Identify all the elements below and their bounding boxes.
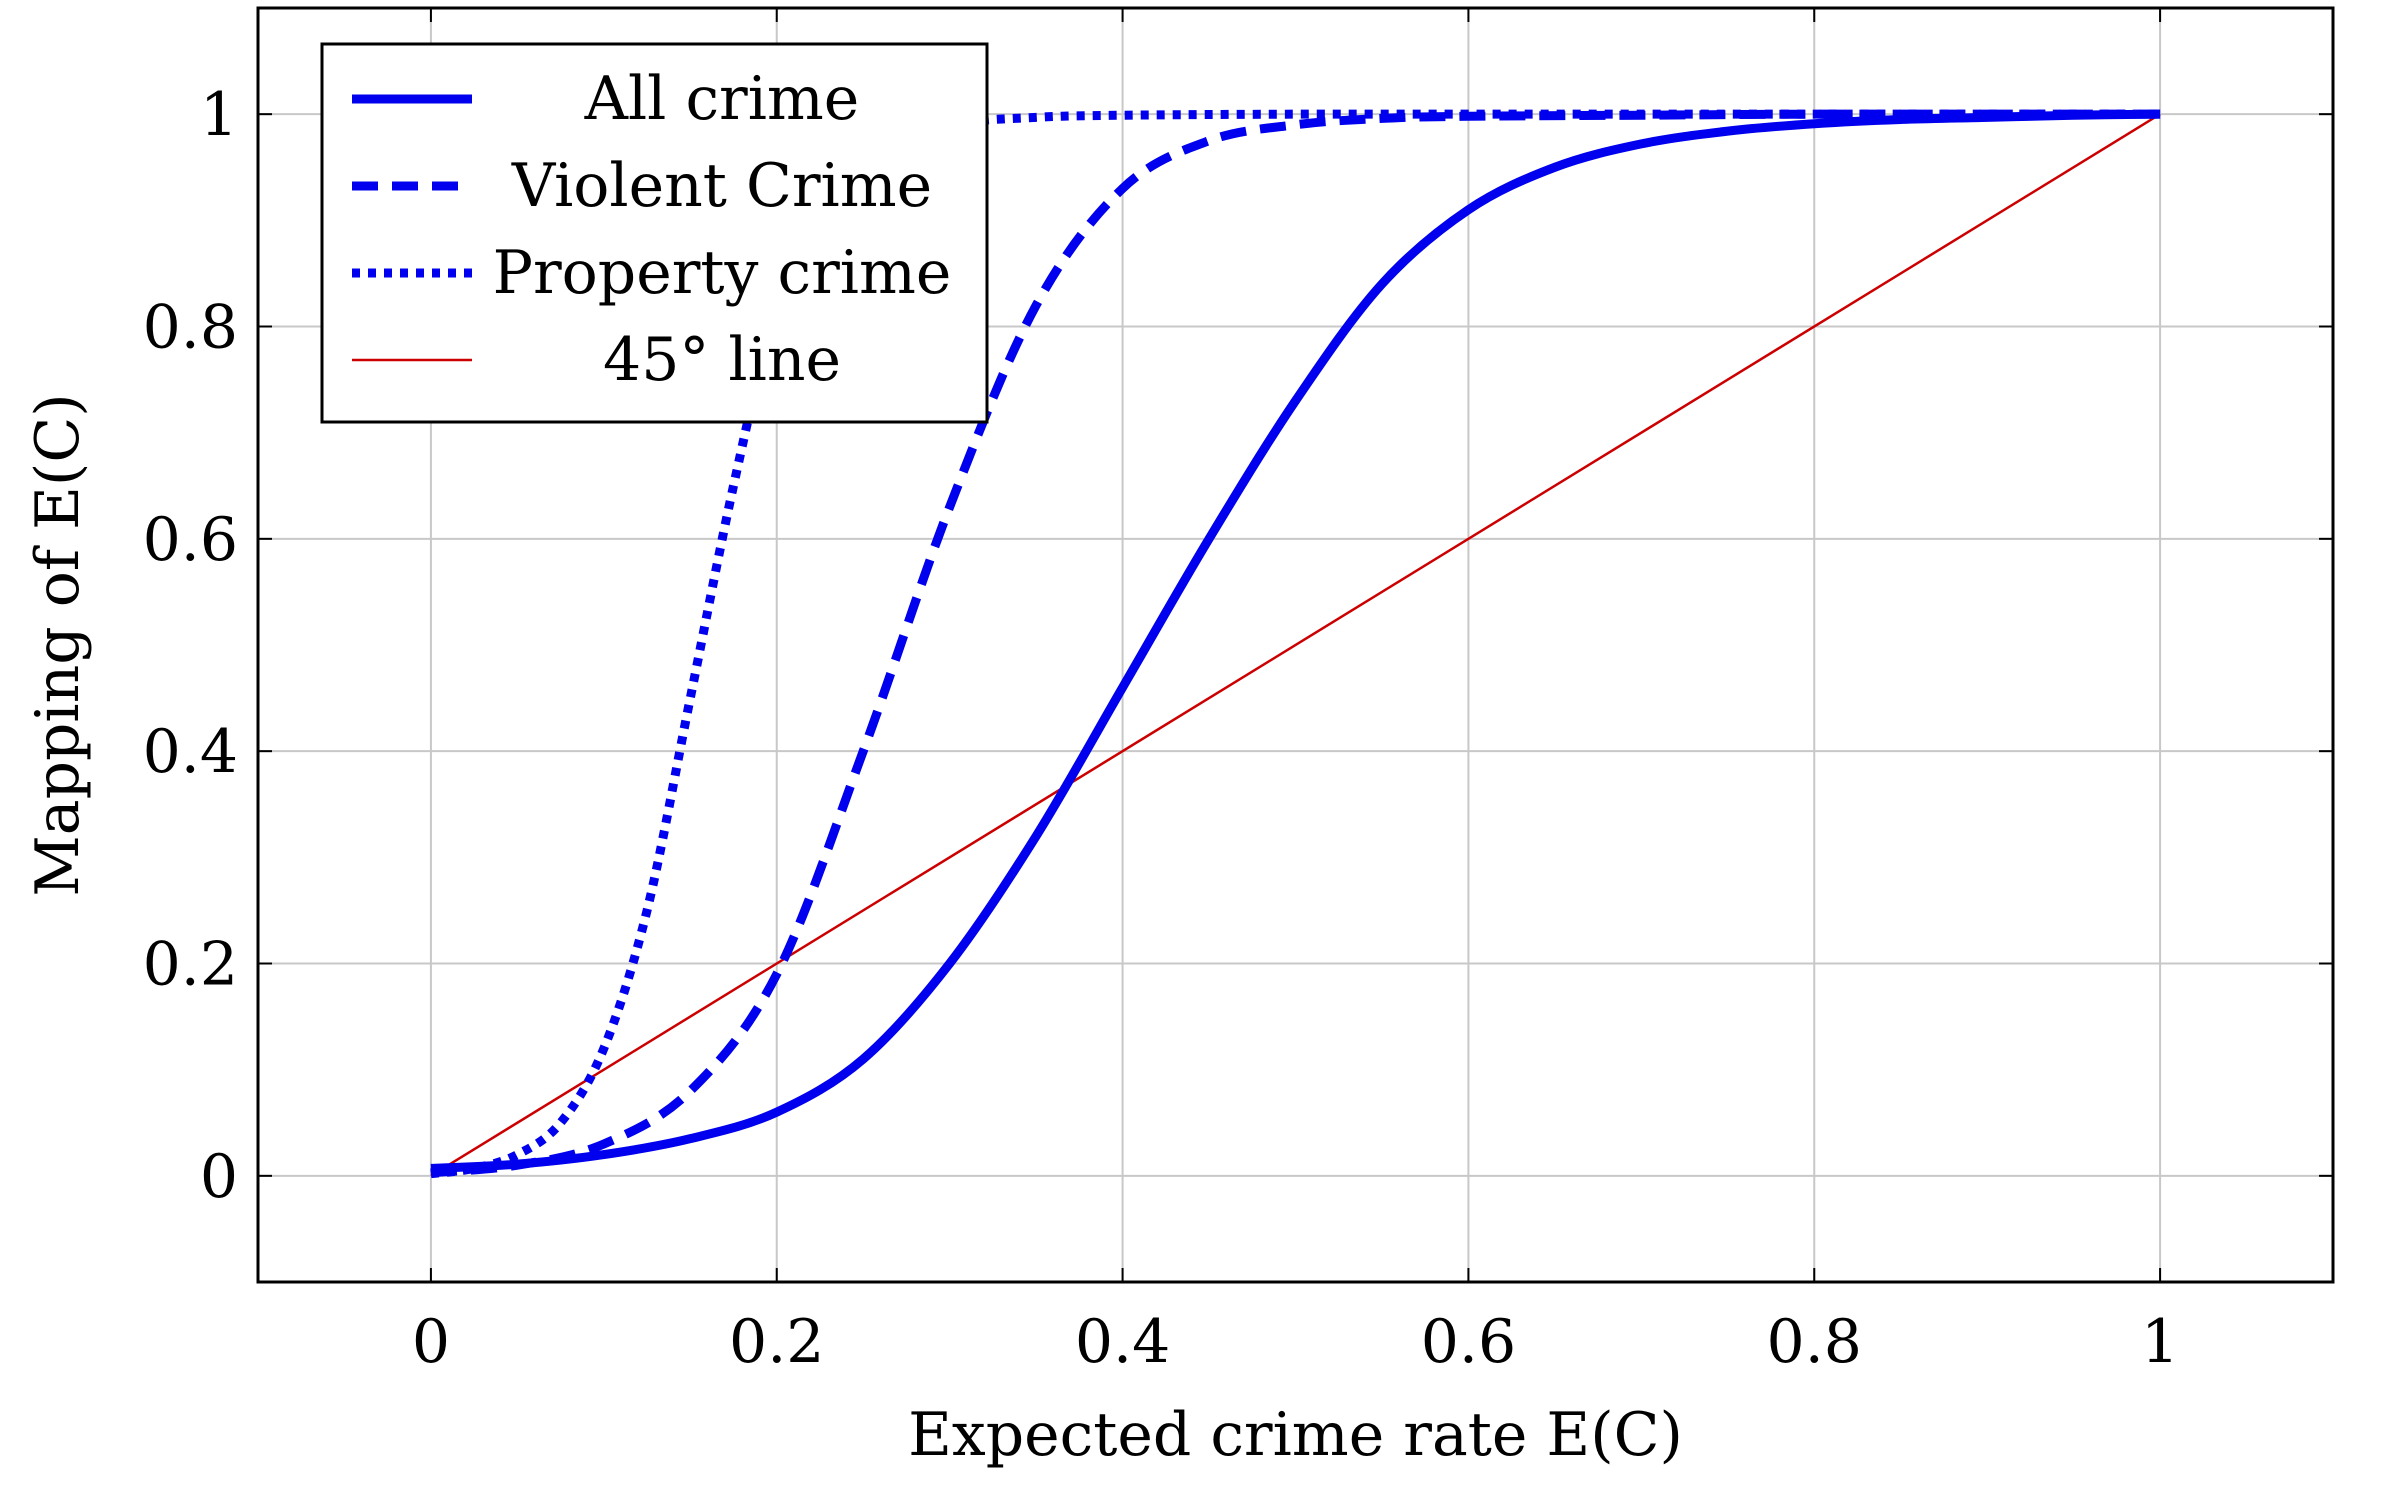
y-axis-label: Mapping of E(C) — [23, 393, 93, 896]
legend-label: Violent Crime — [511, 151, 932, 221]
y-tick-label: 0.6 — [143, 505, 238, 575]
y-tick-label: 0.8 — [143, 293, 238, 363]
x-tick-label: 0.2 — [729, 1307, 824, 1377]
series-line-all-crime — [430, 109, 2161, 1173]
legend-label: All crime — [584, 64, 860, 134]
x-tick-label: 0.4 — [1075, 1307, 1170, 1377]
x-tick-label: 0.6 — [1421, 1307, 1516, 1377]
ticks: 0 0.2 0.4 0.6 0.8 1 0 0.2 0.4 0.6 0.8 1 — [143, 8, 2333, 1377]
y-tick-label: 0.4 — [143, 717, 238, 787]
legend-label: Property crime — [493, 238, 952, 308]
y-tick-label: 1 — [200, 80, 238, 150]
series-line-45-line — [430, 113, 2161, 1177]
x-tick-label: 1 — [2141, 1307, 2179, 1377]
legend: All crime Violent Crime Property crime 45° … — [320, 42, 989, 424]
x-tick-label: 0.8 — [1767, 1307, 1862, 1377]
x-axis-label: Expected crime rate E(C) — [908, 1400, 1683, 1470]
legend-label: 45° line — [603, 325, 841, 395]
y-tick-label: 0.2 — [143, 930, 238, 1000]
y-tick-label: 0 — [200, 1142, 238, 1212]
plot-frame — [256, 6, 2335, 1284]
x-tick-label: 0 — [412, 1307, 450, 1377]
